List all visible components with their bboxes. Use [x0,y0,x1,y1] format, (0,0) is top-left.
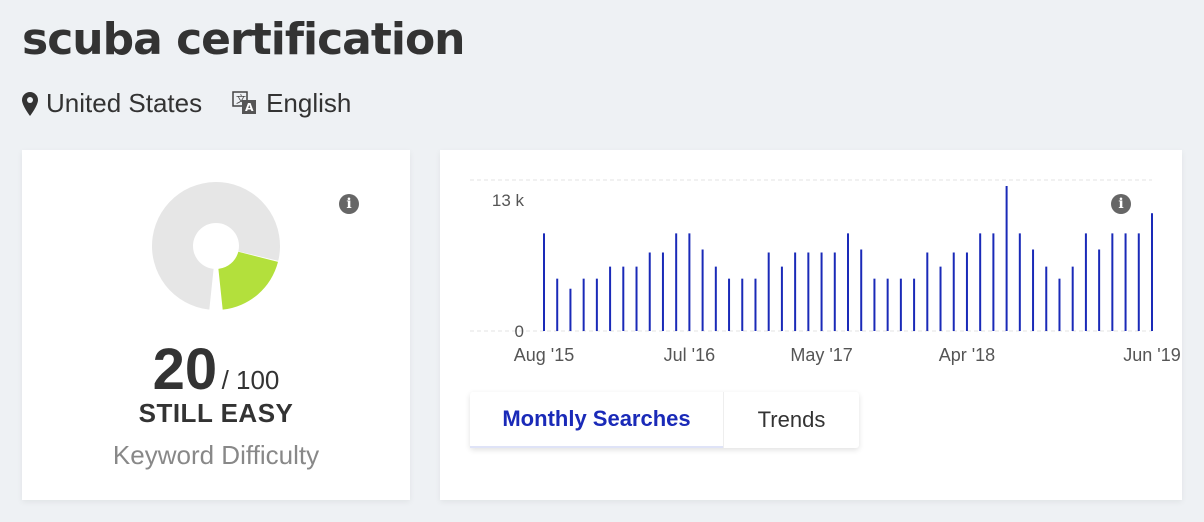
difficulty-level: STILL EASY [138,398,294,428]
language-label: English [266,88,352,118]
keyword-meta: United States 文 A English [22,88,371,119]
y-axis-labels: 0 13 k [492,191,525,341]
svg-text:A: A [245,101,254,114]
y-tick-label: 13 k [492,191,525,210]
difficulty-track [152,182,280,310]
keyword-difficulty-card: i 20 / 100 STILL EASY Keyword Difficulty [22,150,410,500]
chart-bars [543,186,1153,331]
x-axis-labels: Aug '15 Jul '16 May '17 Apr '18 Jun '19 [514,345,1181,365]
chart-grid [470,179,1152,332]
location-info: United States [22,88,202,119]
info-icon[interactable]: i [339,194,359,214]
translate-icon: 文 A [232,90,258,117]
tab-monthly-searches[interactable]: Monthly Searches [470,392,723,448]
svg-text:文: 文 [236,93,246,106]
tab-trends[interactable]: Trends [723,392,859,448]
difficulty-score: 20 / 100 [22,336,410,403]
x-tick-label: Aug '15 [514,345,575,365]
language-info: 文 A English [232,88,351,119]
map-pin-icon [22,91,38,116]
y-tick-label: 0 [515,322,524,341]
difficulty-donut [152,182,280,310]
x-tick-label: Jun '19 [1123,345,1180,365]
location-label: United States [46,88,203,118]
difficulty-fill [218,251,278,310]
monthly-searches-chart: 0 13 k Aug '15 Jul '16 May '17 Apr '18 Jun '1… [470,179,1181,365]
x-tick-label: Apr '18 [939,345,995,365]
search-volume-card: 0 13 k Aug '15 Jul '16 May '17 Apr '18 Jun '1… [440,150,1182,500]
chart-tabs: Monthly Searches Trends [470,392,859,448]
info-icon[interactable]: i [1111,194,1131,214]
difficulty-label: Keyword Difficulty [112,440,320,470]
keyword-title: scuba certification [22,14,466,65]
x-tick-label: Jul '16 [664,345,715,365]
difficulty-score-value: 20 [152,337,218,402]
x-tick-label: May '17 [790,345,852,365]
difficulty-score-max: / 100 [221,365,280,395]
